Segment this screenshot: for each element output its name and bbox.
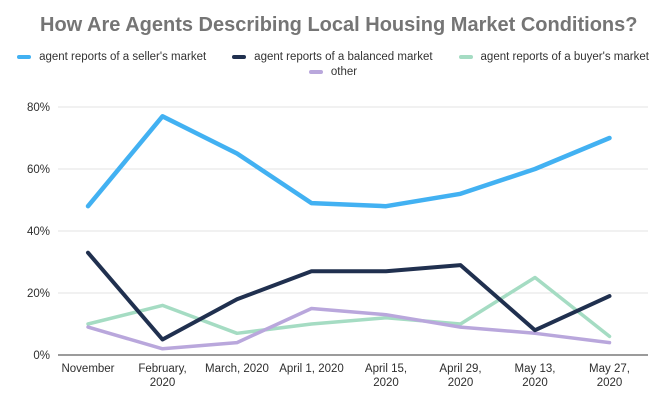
- series-line-2: [86, 275, 612, 339]
- x-axis-label: 2020: [150, 377, 176, 389]
- legend-label-buyers-market: agent reports of a buyer's market: [480, 51, 649, 63]
- x-axis-label: November: [61, 363, 114, 375]
- x-axis-label: February,: [138, 363, 186, 375]
- legend-swatch-buyers-market: [458, 55, 473, 59]
- legend-item-other: other: [308, 66, 358, 78]
- chart-title: How Are Agents Describing Local Housing …: [40, 14, 638, 36]
- y-tick-label: 80%: [27, 102, 50, 114]
- legend-swatch-sellers-market: [17, 55, 32, 59]
- x-axis-label: April 29,: [439, 363, 481, 375]
- x-axis-label: March, 2020: [205, 363, 269, 375]
- series-line-0: [85, 114, 612, 209]
- chart-legend: agent reports of a seller's market agent…: [0, 51, 666, 78]
- legend-item-balanced-market: agent reports of a balanced market: [232, 51, 433, 63]
- y-tick-label: 0%: [33, 350, 50, 362]
- x-axis-label: 2020: [373, 377, 399, 389]
- legend-item-buyers-market: agent reports of a buyer's market: [458, 51, 649, 63]
- legend-label-balanced-market: agent reports of a balanced market: [254, 51, 433, 63]
- legend-label-other: other: [330, 66, 358, 78]
- legend-swatch-other: [308, 70, 323, 74]
- x-axis-label: April 1, 2020: [279, 363, 344, 375]
- legend-swatch-balanced-market: [232, 55, 247, 59]
- legend-label-sellers-market: agent reports of a seller's market: [39, 51, 207, 63]
- y-tick-label: 60%: [27, 164, 50, 176]
- legend-row-2: other: [308, 66, 358, 78]
- legend-item-sellers-market: agent reports of a seller's market: [17, 51, 206, 63]
- legend-row-1: agent reports of a seller's market agent…: [17, 51, 649, 63]
- series-line-1: [86, 250, 612, 342]
- series-line-3: [86, 306, 612, 351]
- x-axis-label: 2020: [597, 377, 623, 389]
- y-tick-label: 20%: [27, 288, 50, 300]
- x-axis-label: April 15,: [365, 363, 407, 375]
- x-axis-label: May 27,: [589, 363, 630, 375]
- y-tick-label: 40%: [27, 226, 50, 238]
- x-axis-label: 2020: [448, 377, 474, 389]
- line-chart: 0% 20% 40% 60% 80% November February, 2020 March…: [27, 102, 648, 389]
- x-axis-label: 2020: [522, 377, 548, 389]
- x-axis-label: May 13,: [515, 363, 556, 375]
